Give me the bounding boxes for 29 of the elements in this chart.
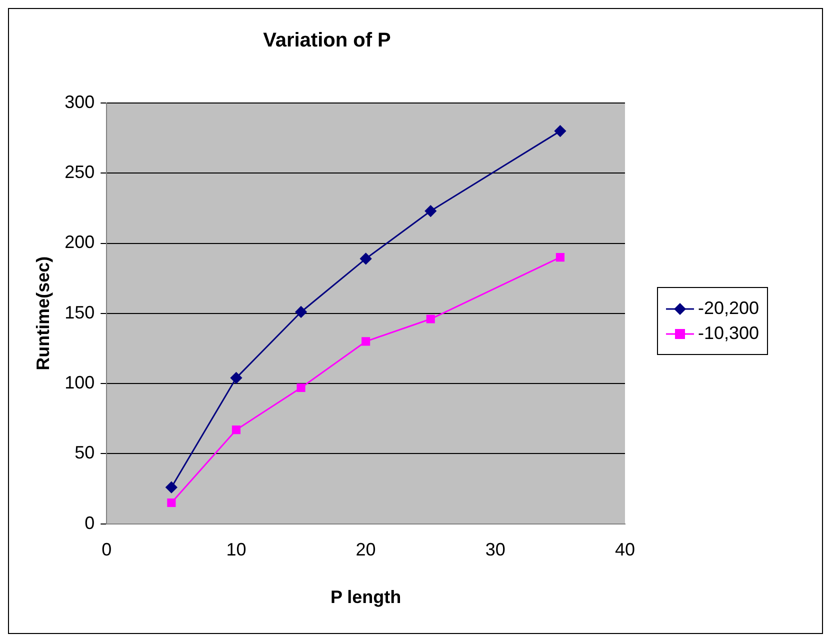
- legend-label: -10,300: [698, 323, 760, 344]
- point: [296, 383, 306, 392]
- point: [166, 482, 178, 494]
- point: [232, 426, 241, 434]
- point: [556, 253, 564, 262]
- chart-title: Variation of P: [263, 30, 391, 52]
- point: [424, 205, 436, 217]
- y-axis-title: Runtime(sec): [32, 256, 53, 370]
- x-axis-title: P length: [330, 587, 402, 608]
- y-tick-label: 150: [64, 302, 95, 322]
- point: [295, 306, 307, 318]
- y-tick-label: 200: [64, 232, 95, 252]
- x-tick-label: 20: [356, 540, 376, 560]
- y-tick-label: 100: [64, 372, 95, 392]
- point: [426, 314, 435, 324]
- y-tick-label: 50: [74, 442, 95, 463]
- legend-label: -20,200: [698, 298, 760, 319]
- y-tick-label: 250: [64, 162, 95, 182]
- x-tick-label: 10: [226, 540, 246, 560]
- y-tick-label: 0: [84, 512, 95, 533]
- x-tick-label: 30: [485, 540, 506, 560]
- x-tick-label: 40: [614, 540, 636, 560]
- point: [362, 337, 370, 346]
- point: [554, 125, 566, 137]
- point: [167, 498, 176, 508]
- x-tick-label: 0: [102, 540, 112, 560]
- y-tick-label: 300: [64, 92, 95, 112]
- point: [360, 252, 372, 264]
- point: [230, 372, 242, 384]
